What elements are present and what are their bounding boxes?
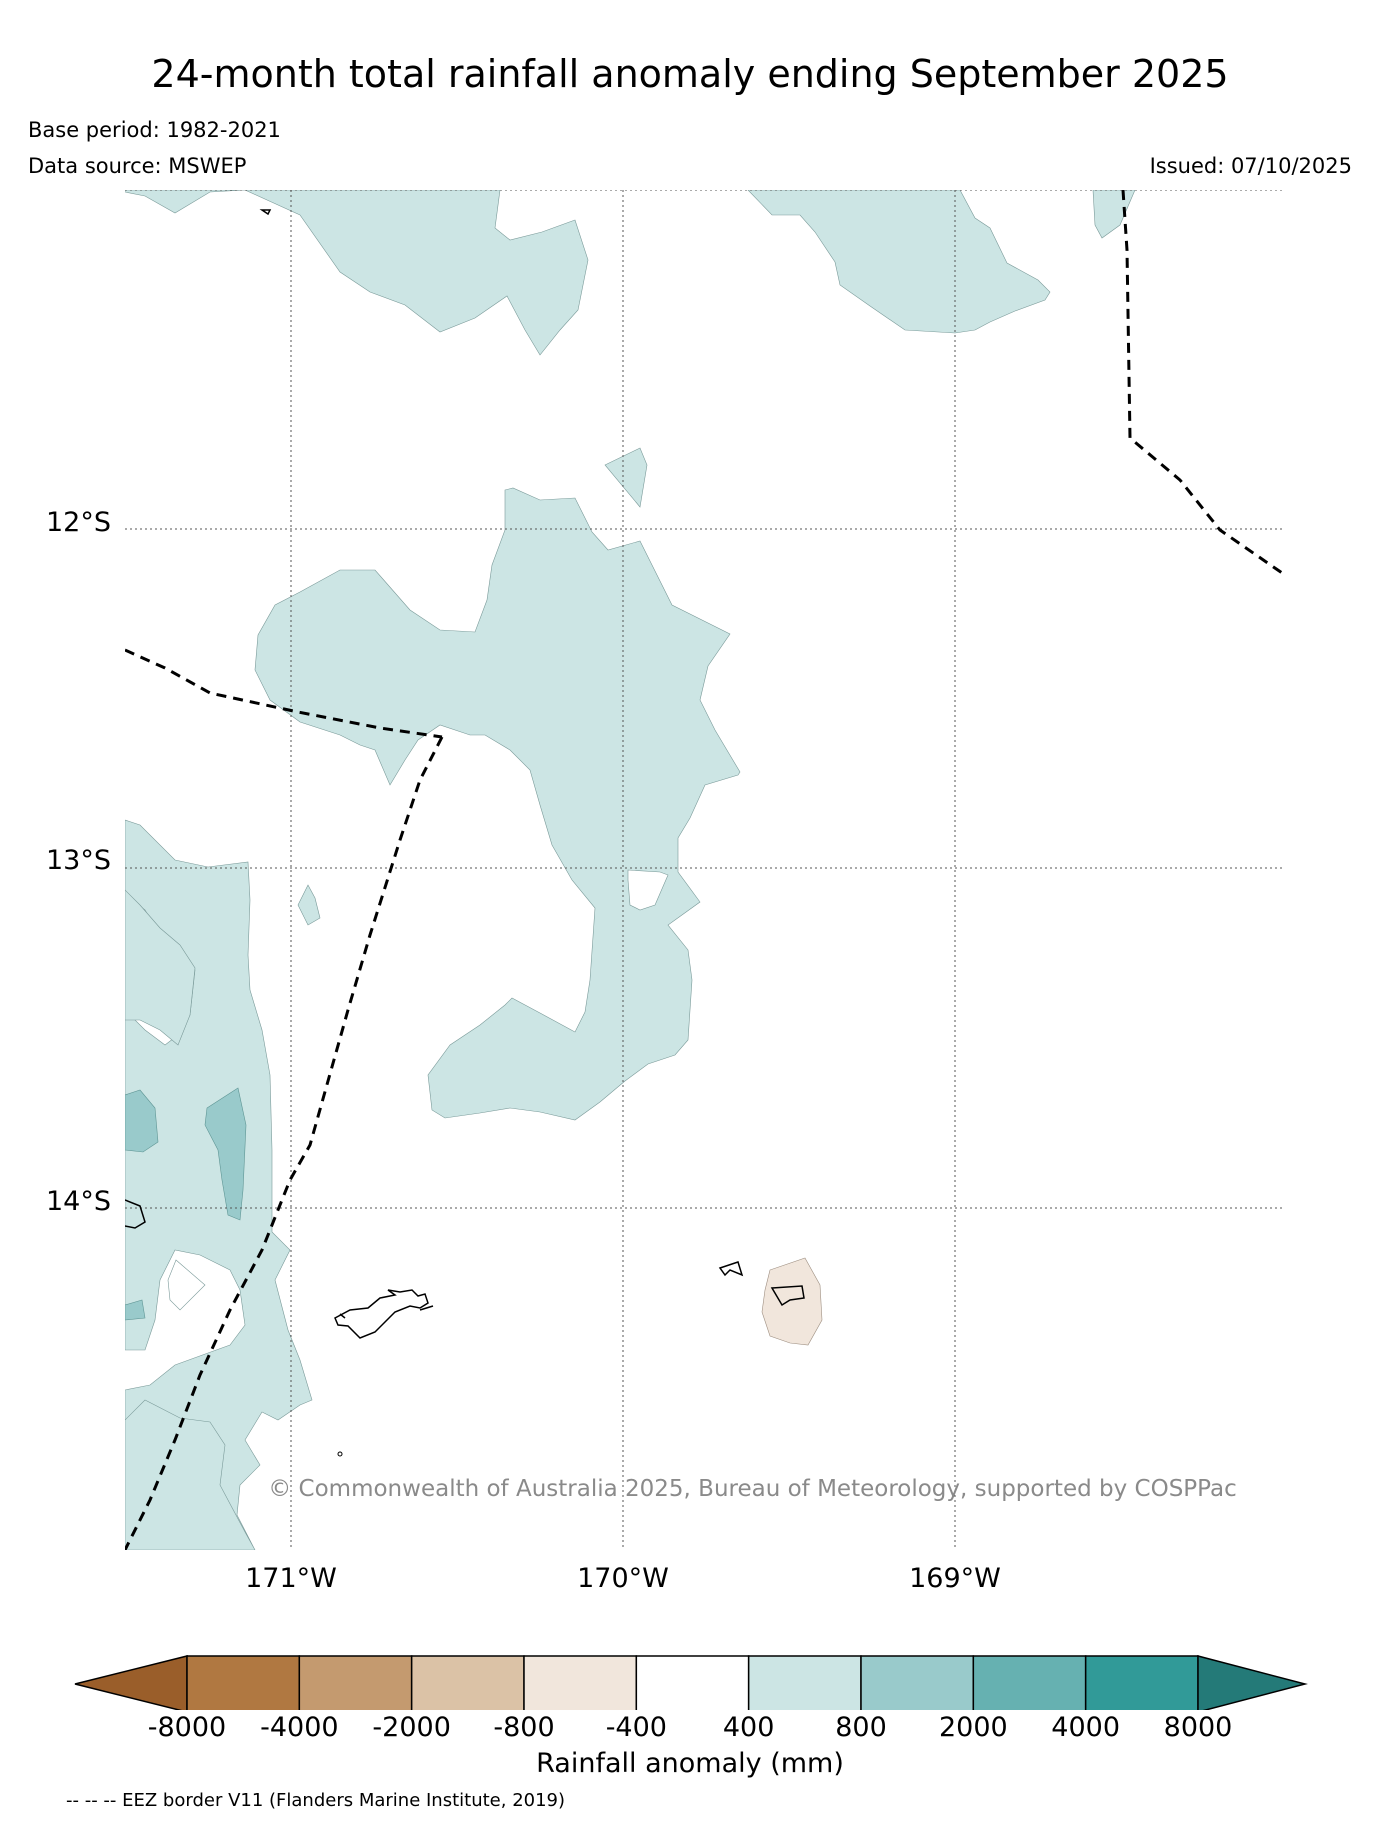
- colorbar-extend-low: [74, 1655, 188, 1710]
- map-gridlines: [125, 190, 1285, 1550]
- colorbar-segment: [972, 1655, 1087, 1710]
- eez-border-west: [125, 648, 443, 739]
- island-tutuila-outline: [718, 1261, 744, 1277]
- colorbar-tick-label: -8000: [147, 1712, 227, 1743]
- anomaly-region-north-east: [1092, 190, 1136, 239]
- colorbar-segment: [298, 1655, 413, 1710]
- anomaly-hole-west: [167, 1259, 206, 1311]
- data-source-label: Data source: MSWEP: [28, 154, 247, 178]
- colorbar-tick-label: -800: [493, 1712, 555, 1743]
- anomaly-region-medium-small: [125, 1299, 146, 1321]
- lon-label-170w: 170°W: [577, 1563, 669, 1594]
- anomaly-region-small-islet: [604, 447, 648, 508]
- colorbar-segment: [410, 1655, 525, 1710]
- rainfall-anomaly-map: [125, 190, 1285, 1550]
- eez-border-south-west: [125, 736, 444, 1550]
- colorbar-segment: [186, 1655, 301, 1710]
- anomaly-region-dry-island: [761, 1257, 823, 1346]
- island-upolu-outline: [334, 1289, 429, 1339]
- colorbar-extend-high: [1197, 1655, 1308, 1710]
- anomaly-region-medium-inner: [204, 1087, 247, 1221]
- eez-borders: [125, 190, 1285, 1550]
- lat-label-12s: 12°S: [46, 507, 111, 538]
- colorbar-tick-label: -2000: [372, 1712, 451, 1743]
- anomaly-region-north-center: [747, 190, 1051, 334]
- coastlines: [125, 209, 805, 1457]
- lat-label-13s: 13°S: [46, 845, 111, 876]
- colorbar-segment: [523, 1655, 638, 1710]
- lon-label-171w: 171°W: [245, 1563, 337, 1594]
- colorbar-tick-label: 2000: [938, 1712, 1008, 1743]
- lat-label-14s: 14°S: [46, 1186, 111, 1217]
- eez-border-note: -- -- -- EEZ border V11 (Flanders Marine…: [66, 1790, 566, 1811]
- colorbar-tick-label: -400: [605, 1712, 667, 1743]
- colorbar-tick-label: 400: [722, 1712, 775, 1743]
- anomaly-region-medium-west: [125, 1089, 159, 1153]
- colorbar-tick-label: 4000: [1051, 1712, 1121, 1743]
- anomaly-region-west-mid: [125, 889, 196, 1046]
- map-title: 24-month total rainfall anomaly ending S…: [151, 52, 1229, 96]
- colorbar: [74, 1655, 1308, 1710]
- anomaly-region-small-diamond: [297, 884, 321, 926]
- eez-border-north-east: [1121, 190, 1285, 577]
- issued-date-label: Issued: 07/10/2025: [1149, 154, 1352, 178]
- colorbar-segment: [747, 1655, 862, 1710]
- anomaly-hole-central: [627, 869, 669, 911]
- copyright-notice: © Commonwealth of Australia 2025, Bureau…: [268, 1476, 1237, 1502]
- colorbar-tick-label: 8000: [1163, 1712, 1233, 1743]
- island-tau-outline: [770, 1285, 805, 1307]
- colorbar-segment: [635, 1655, 750, 1710]
- lon-label-169w: 169°W: [909, 1563, 1001, 1594]
- colorbar-segment: [860, 1655, 975, 1710]
- colorbar-tick-label: 800: [835, 1712, 887, 1743]
- base-period-label: Base period: 1982-2021: [28, 118, 281, 142]
- colorbar-tick-label: -4000: [260, 1712, 339, 1743]
- anomaly-region-central: [254, 487, 741, 1121]
- colorbar-label: Rainfall anomaly (mm): [536, 1748, 844, 1779]
- anomaly-region-north-west: [125, 190, 589, 356]
- colorbar-segment: [1084, 1655, 1199, 1710]
